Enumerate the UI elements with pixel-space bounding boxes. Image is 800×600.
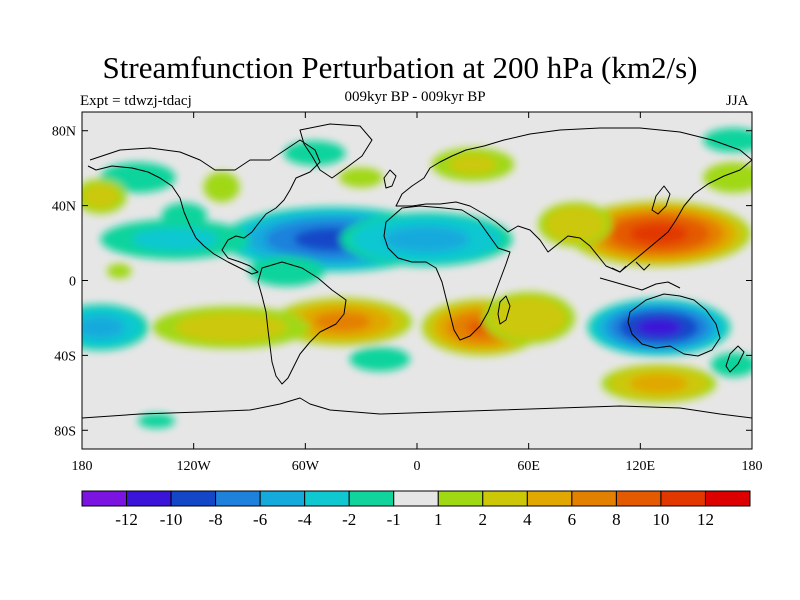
coastline-new-zealand bbox=[725, 345, 745, 373]
colorbar-label: 8 bbox=[612, 510, 621, 529]
colorbar-label: -1 bbox=[387, 510, 401, 529]
coastline-layer bbox=[82, 123, 752, 419]
x-tick-label: 0 bbox=[414, 459, 421, 474]
colorbar-box bbox=[526, 490, 573, 507]
colorbar-label: -2 bbox=[342, 510, 356, 529]
colorbar-label: 1 bbox=[434, 510, 443, 529]
field-hawaii-high-level bbox=[106, 263, 132, 279]
field-se-indian-low-level bbox=[710, 352, 752, 377]
colorbar-label: -6 bbox=[253, 510, 267, 529]
colorbar-box bbox=[170, 490, 217, 507]
field-australia-low-level bbox=[636, 318, 682, 337]
field-s-pacific-low-level bbox=[82, 315, 125, 339]
colorbar-box bbox=[348, 490, 395, 507]
y-tick-label: 40S bbox=[54, 349, 76, 364]
colorbar: -12 -10 -8 -6 -4 -2 -1 1 2 4 6 8 10 12 bbox=[81, 490, 751, 529]
colorbar-box bbox=[393, 490, 439, 507]
coastline-south-america bbox=[257, 261, 347, 385]
x-tick-label: 60E bbox=[517, 459, 540, 474]
colorbar-box bbox=[660, 490, 706, 507]
colorbar-box bbox=[571, 490, 617, 507]
coastline-africa bbox=[383, 205, 511, 341]
coastline-north-america bbox=[87, 139, 321, 275]
colorbar-box bbox=[81, 490, 128, 507]
colorbar-box bbox=[259, 490, 306, 507]
colorbar-label: -4 bbox=[298, 510, 313, 529]
colorbar-label: 10 bbox=[652, 510, 669, 529]
field-w-pacific-high-level bbox=[82, 183, 120, 209]
field-s-indian-high-level bbox=[490, 296, 567, 340]
field-southern-ocean-high-level bbox=[630, 373, 688, 394]
field-n-america-low-level bbox=[161, 202, 208, 228]
field-contours bbox=[82, 127, 752, 429]
field-himalaya-high-level bbox=[544, 206, 606, 243]
field-n-pacific-low-level bbox=[131, 227, 219, 251]
y-tick-label: 40N bbox=[52, 200, 76, 215]
axis-ticks: 180 120W 60W 0 60E 120E 180 80N 40N 0 40S 80S bbox=[52, 112, 763, 474]
y-tick-label: 80N bbox=[52, 125, 76, 140]
field-n-america-high-level bbox=[203, 171, 240, 203]
season-label: JJA bbox=[726, 93, 749, 109]
colorbar-label: -10 bbox=[160, 510, 183, 529]
colorbar-box bbox=[437, 490, 484, 507]
field-antarctic-low-level bbox=[137, 413, 175, 429]
coastline-greenland bbox=[299, 123, 373, 179]
x-tick-label: 180 bbox=[72, 459, 93, 474]
field-s-pacific-high-level bbox=[175, 312, 287, 343]
x-tick-label: 180 bbox=[742, 459, 763, 474]
y-tick-label: 0 bbox=[69, 275, 76, 290]
field-n-atlantic-high-level bbox=[338, 167, 384, 188]
colorbar-box bbox=[615, 490, 662, 507]
colorbar-label: 12 bbox=[697, 510, 714, 529]
colorbar-box bbox=[482, 490, 528, 507]
x-tick-label: 120W bbox=[177, 459, 212, 474]
plot-subtitle: 009kyr BP - 009kyr BP bbox=[344, 89, 486, 105]
coastline-eurasia bbox=[395, 127, 752, 273]
field-europe-high-level bbox=[448, 154, 497, 175]
coastline-australia bbox=[627, 293, 721, 357]
colorbar-label: 6 bbox=[568, 510, 577, 529]
field-s-america-high-level bbox=[314, 311, 371, 332]
colorbar-label: 2 bbox=[479, 510, 488, 529]
experiment-label: Expt = tdwzj-tdacj bbox=[80, 93, 192, 109]
x-tick-label: 120E bbox=[626, 459, 656, 474]
field-n-africa-low-level bbox=[383, 225, 470, 253]
coastline-antarctica bbox=[82, 397, 752, 419]
field-layer bbox=[82, 127, 752, 429]
colorbar-label: -12 bbox=[115, 510, 138, 529]
field-s-atlantic-low-level bbox=[349, 346, 411, 372]
coastline-japan bbox=[651, 185, 671, 215]
field-asia-high-level bbox=[629, 223, 688, 245]
coastline-madagascar bbox=[497, 295, 511, 325]
field-e-pacific-low-level bbox=[248, 255, 325, 287]
field-ne-asia-high-level bbox=[703, 162, 752, 193]
colorbar-label: 4 bbox=[523, 510, 532, 529]
colorbar-box bbox=[126, 490, 172, 507]
coastline-maritime-continent bbox=[599, 261, 681, 291]
y-tick-label: 80S bbox=[54, 424, 76, 439]
plot-title: Streamfunction Perturbation at 200 hPa (… bbox=[102, 50, 698, 85]
x-tick-label: 60W bbox=[292, 459, 320, 474]
colorbar-box bbox=[704, 490, 751, 507]
field-greenland-low-level bbox=[283, 140, 346, 166]
field-arctic-low-level bbox=[703, 127, 752, 153]
coastline-british-isles bbox=[383, 169, 397, 189]
colorbar-label: -8 bbox=[209, 510, 223, 529]
colorbar-box bbox=[215, 490, 261, 507]
colorbar-box bbox=[304, 490, 350, 507]
